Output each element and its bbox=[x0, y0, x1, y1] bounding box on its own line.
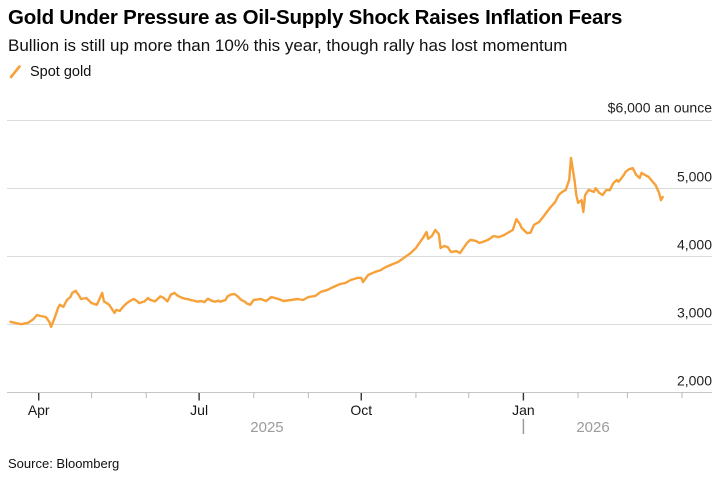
legend-item-spot-gold: Spot gold bbox=[9, 64, 91, 80]
month-label-Apr: Apr bbox=[28, 402, 50, 418]
month-label-Oct: Oct bbox=[350, 402, 372, 418]
y-axis-label-4000: 4,000 bbox=[677, 237, 712, 253]
y-axis-unit-label: $6,000 an ounce bbox=[608, 100, 713, 116]
year-label-2026: 2026 bbox=[576, 419, 609, 436]
legend: Spot gold bbox=[9, 64, 91, 80]
y-axis-label-2000: 2,000 bbox=[677, 373, 712, 389]
month-label-Jul: Jul bbox=[190, 402, 208, 418]
year-label-2025: 2025 bbox=[250, 419, 283, 436]
y-axis-label-3000: 3,000 bbox=[677, 305, 712, 321]
chart-subtitle: Bullion is still up more than 10% this y… bbox=[8, 36, 568, 55]
y-axis-label-5000: 5,000 bbox=[677, 169, 712, 185]
line-swatch-icon bbox=[9, 65, 21, 79]
series-line-spot-gold bbox=[9, 156, 664, 329]
source-attribution: Source: Bloomberg bbox=[8, 456, 120, 471]
chart-title: Gold Under Pressure as Oil-Supply Shock … bbox=[8, 6, 623, 29]
legend-label: Spot gold bbox=[30, 64, 92, 80]
month-label-Jan: Jan bbox=[512, 402, 535, 418]
